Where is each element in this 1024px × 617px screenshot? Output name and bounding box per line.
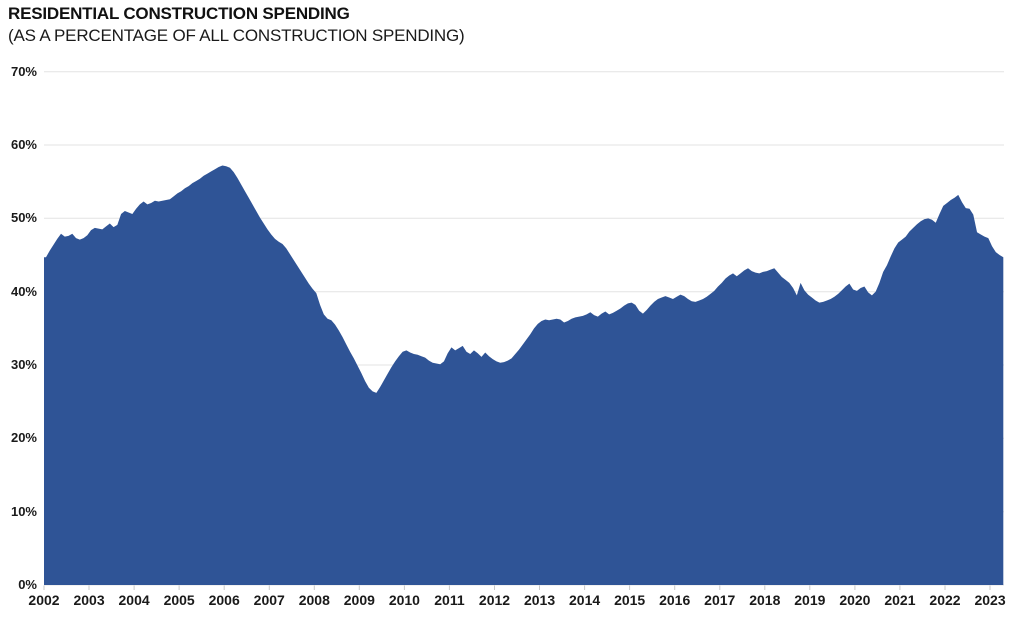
chart-title: RESIDENTIAL CONSTRUCTION SPENDING bbox=[8, 4, 350, 23]
x-axis-tick-label: 2004 bbox=[118, 592, 150, 608]
x-axis-tick-label: 2014 bbox=[569, 592, 601, 608]
chart-subtitle: (AS A PERCENTAGE OF ALL CONSTRUCTION SPE… bbox=[8, 26, 465, 45]
x-axis-tick-label: 2015 bbox=[614, 592, 646, 608]
x-axis-tick-label: 2023 bbox=[974, 592, 1006, 608]
y-axis-tick-label: 50% bbox=[10, 210, 37, 226]
y-axis-tick-label: 40% bbox=[10, 283, 37, 299]
x-axis-tick-label: 2007 bbox=[253, 592, 285, 608]
y-axis-tick-label: 60% bbox=[10, 137, 37, 152]
x-axis-tick-label: 2011 bbox=[434, 592, 465, 608]
x-axis-tick-label: 2006 bbox=[208, 592, 240, 608]
x-axis-tick-label: 2013 bbox=[523, 592, 556, 608]
x-axis-tick-label: 2016 bbox=[659, 592, 691, 608]
x-axis-tick-label: 2003 bbox=[73, 592, 105, 608]
x-axis-tick-label: 2005 bbox=[163, 592, 195, 608]
x-axis-tick-label: 2021 bbox=[884, 592, 916, 608]
chart-header: RESIDENTIAL CONSTRUCTION SPENDING (AS A … bbox=[8, 4, 465, 46]
x-axis-tick-label: 2019 bbox=[794, 592, 826, 608]
x-axis-tick-label: 2008 bbox=[298, 592, 330, 608]
y-axis-tick-label: 70% bbox=[10, 63, 37, 79]
y-axis-tick-label: 10% bbox=[10, 503, 37, 519]
x-axis-tick-label: 2002 bbox=[28, 592, 60, 608]
x-axis-tick-label: 2012 bbox=[478, 592, 511, 608]
x-axis-tick-label: 2009 bbox=[343, 592, 375, 608]
residential-spending-area-series bbox=[44, 165, 1004, 586]
x-axis-tick-label: 2020 bbox=[839, 592, 871, 608]
x-axis-tick-label: 2022 bbox=[929, 592, 961, 608]
y-axis-tick-label: 30% bbox=[10, 357, 37, 372]
x-axis-tick-label: 2010 bbox=[388, 592, 420, 608]
y-axis-tick-label: 0% bbox=[18, 577, 37, 592]
x-axis-tick-label: 2018 bbox=[749, 592, 781, 608]
y-axis-tick-label: 20% bbox=[10, 430, 37, 446]
x-axis-tick-label: 2017 bbox=[704, 592, 736, 608]
